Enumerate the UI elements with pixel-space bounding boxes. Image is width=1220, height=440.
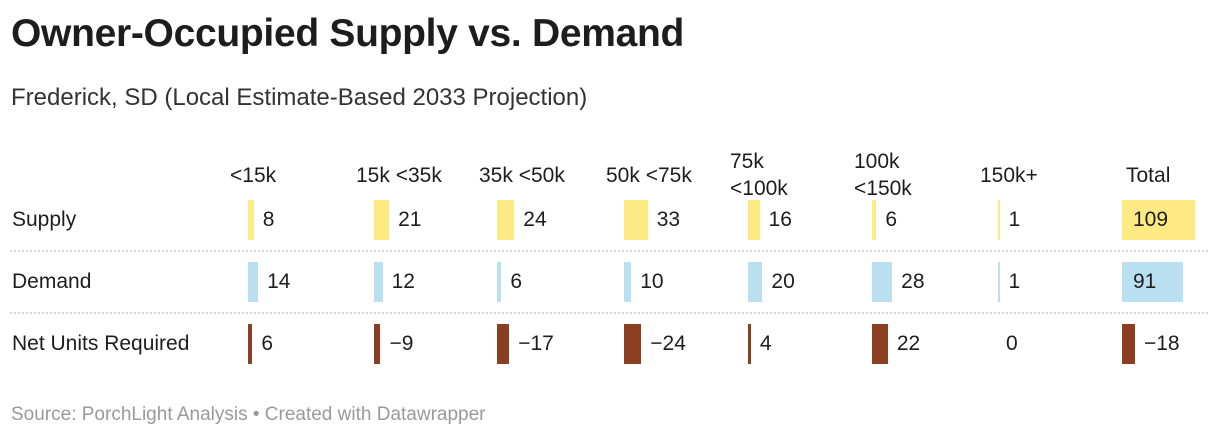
- column-header-line: <15k: [230, 163, 277, 187]
- column-header-line: 35k <50k: [479, 163, 565, 187]
- bar-mark: [872, 324, 888, 364]
- value-label: −24: [650, 332, 686, 355]
- value-label: 10: [640, 270, 664, 293]
- value-label: 28: [901, 270, 925, 293]
- value-label: −18: [1143, 332, 1180, 355]
- value-label: 14: [267, 270, 291, 293]
- bar-mark: [248, 200, 254, 240]
- column-header-line: 15k <35k: [356, 163, 442, 187]
- bar-mark: [1122, 262, 1183, 302]
- bar-mark: [998, 262, 1000, 302]
- value-label: 6: [510, 270, 522, 293]
- value-label: 1: [1008, 270, 1021, 293]
- column-header: 50k <75k: [606, 148, 692, 202]
- bar-mark: [748, 324, 751, 364]
- column-header: 15k <35k: [356, 148, 442, 202]
- column-header: 150k+: [980, 148, 1038, 202]
- column-header-line: 50k <75k: [606, 163, 692, 187]
- bar-mark: [248, 324, 253, 364]
- column-header: 100k <150k: [854, 148, 912, 202]
- column-header: 35k <50k: [479, 148, 565, 202]
- source-note: Source: PorchLight Analysis • Created wi…: [11, 404, 486, 425]
- value-label: 12: [391, 270, 415, 293]
- column-header: 75k <100k: [730, 148, 788, 202]
- chart-title: Owner-Occupied Supply vs. Demand: [11, 12, 685, 55]
- value-label: 91: [1133, 270, 1157, 293]
- value-label: 33: [656, 208, 681, 231]
- bar-mark: [1122, 324, 1135, 364]
- row-separator: [10, 250, 1208, 252]
- column-header-line: <100k: [730, 177, 788, 200]
- value-label: 6: [885, 208, 897, 231]
- bar-mark: [248, 262, 259, 302]
- value-label: −9: [389, 332, 414, 355]
- column-header: <15k: [230, 148, 276, 202]
- bar-mark: [1122, 200, 1196, 240]
- value-label: 16: [768, 208, 792, 231]
- bar-mark: [998, 200, 1000, 240]
- row-label: Demand: [12, 270, 92, 293]
- bar-mark: [374, 324, 381, 364]
- value-label: 24: [523, 208, 547, 231]
- bar-mark: [497, 200, 515, 240]
- value-label: −17: [518, 332, 554, 355]
- column-header: Total: [1126, 148, 1170, 202]
- column-header-line: 150k+: [980, 163, 1038, 187]
- value-label: 8: [262, 208, 275, 231]
- column-header-line: 100k: [854, 150, 900, 173]
- bar-mark: [872, 262, 893, 302]
- bar-mark: [374, 262, 383, 302]
- value-label: 6: [261, 332, 273, 355]
- column-header-line: 75k: [730, 150, 764, 173]
- value-label: 4: [759, 332, 772, 355]
- bar-mark: [624, 262, 632, 302]
- value-label: 20: [771, 270, 795, 293]
- chart-subtitle: Frederick, SD (Local Estimate-Based 2033…: [11, 84, 588, 111]
- row-label: Net Units Required: [12, 332, 190, 355]
- value-label: 1: [1008, 208, 1021, 231]
- bar-mark: [497, 262, 502, 302]
- bar-mark: [497, 324, 510, 364]
- bar-mark: [624, 200, 648, 240]
- bar-mark: [748, 200, 760, 240]
- row-label: Supply: [12, 208, 77, 231]
- value-label: 0: [1006, 332, 1018, 355]
- bar-mark: [624, 324, 642, 364]
- column-header-line: <150k: [854, 177, 912, 200]
- row-separator: [10, 312, 1208, 314]
- bar-mark: [872, 200, 877, 240]
- value-label: 109: [1133, 208, 1169, 231]
- bar-mark: [748, 262, 763, 302]
- bar-mark: [374, 200, 390, 240]
- value-label: 22: [896, 332, 921, 355]
- value-label: 21: [398, 208, 422, 231]
- column-header-line: Total: [1126, 163, 1171, 187]
